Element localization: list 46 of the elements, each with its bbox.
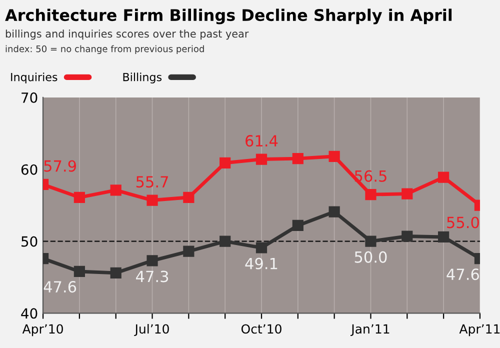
point <box>220 157 231 168</box>
text: index: 50 = no change from previous period <box>6 45 204 54</box>
point <box>328 150 340 162</box>
data-label: 49.1 <box>245 258 278 270</box>
point <box>402 230 413 242</box>
legend-label: Billings <box>123 72 162 84</box>
data-label: 47.6 <box>446 268 479 280</box>
chart-subtitle: billings and inquiries scores over the past year <box>6 30 249 40</box>
point <box>256 242 268 254</box>
data-label: 57.9 <box>44 160 76 172</box>
y-tick-label: 50 <box>22 236 38 247</box>
data-label: 50.0 <box>354 251 387 263</box>
point <box>110 184 122 196</box>
point <box>365 188 376 200</box>
point <box>256 154 268 165</box>
x-tick-label: Jul’10 <box>134 324 169 336</box>
point <box>110 267 122 278</box>
point <box>183 192 194 203</box>
x-tick-label: Jan’11 <box>350 324 390 336</box>
point <box>146 194 158 206</box>
point <box>146 255 158 266</box>
chart-title: Architecture Firm Billings Decline Sharply in April <box>5 8 452 24</box>
point <box>438 231 450 243</box>
data-label: 47.6 <box>44 281 76 293</box>
point <box>220 236 231 247</box>
x-tick-label: Apr’10 <box>22 324 63 336</box>
data-label: 56.5 <box>354 170 386 182</box>
data-label: 61.4 <box>246 135 278 147</box>
point <box>438 172 450 183</box>
data-label: 55.7 <box>136 176 168 188</box>
point <box>328 206 340 218</box>
point <box>365 236 376 247</box>
legend-label: Inquiries <box>11 72 58 84</box>
point <box>292 220 304 232</box>
data-label: 55.0 <box>447 216 479 228</box>
y-tick-label: 60 <box>21 164 38 175</box>
point <box>292 153 304 164</box>
point <box>402 188 413 200</box>
point <box>74 266 86 278</box>
x-tick-label: Apr’11 <box>459 324 500 336</box>
y-tick-label: 70 <box>22 92 38 103</box>
point <box>74 192 86 203</box>
x-tick-label: Oct’10 <box>241 324 282 334</box>
data-label: 47.3 <box>136 270 168 282</box>
y-tick-label: 40 <box>21 308 38 319</box>
point <box>183 246 194 257</box>
